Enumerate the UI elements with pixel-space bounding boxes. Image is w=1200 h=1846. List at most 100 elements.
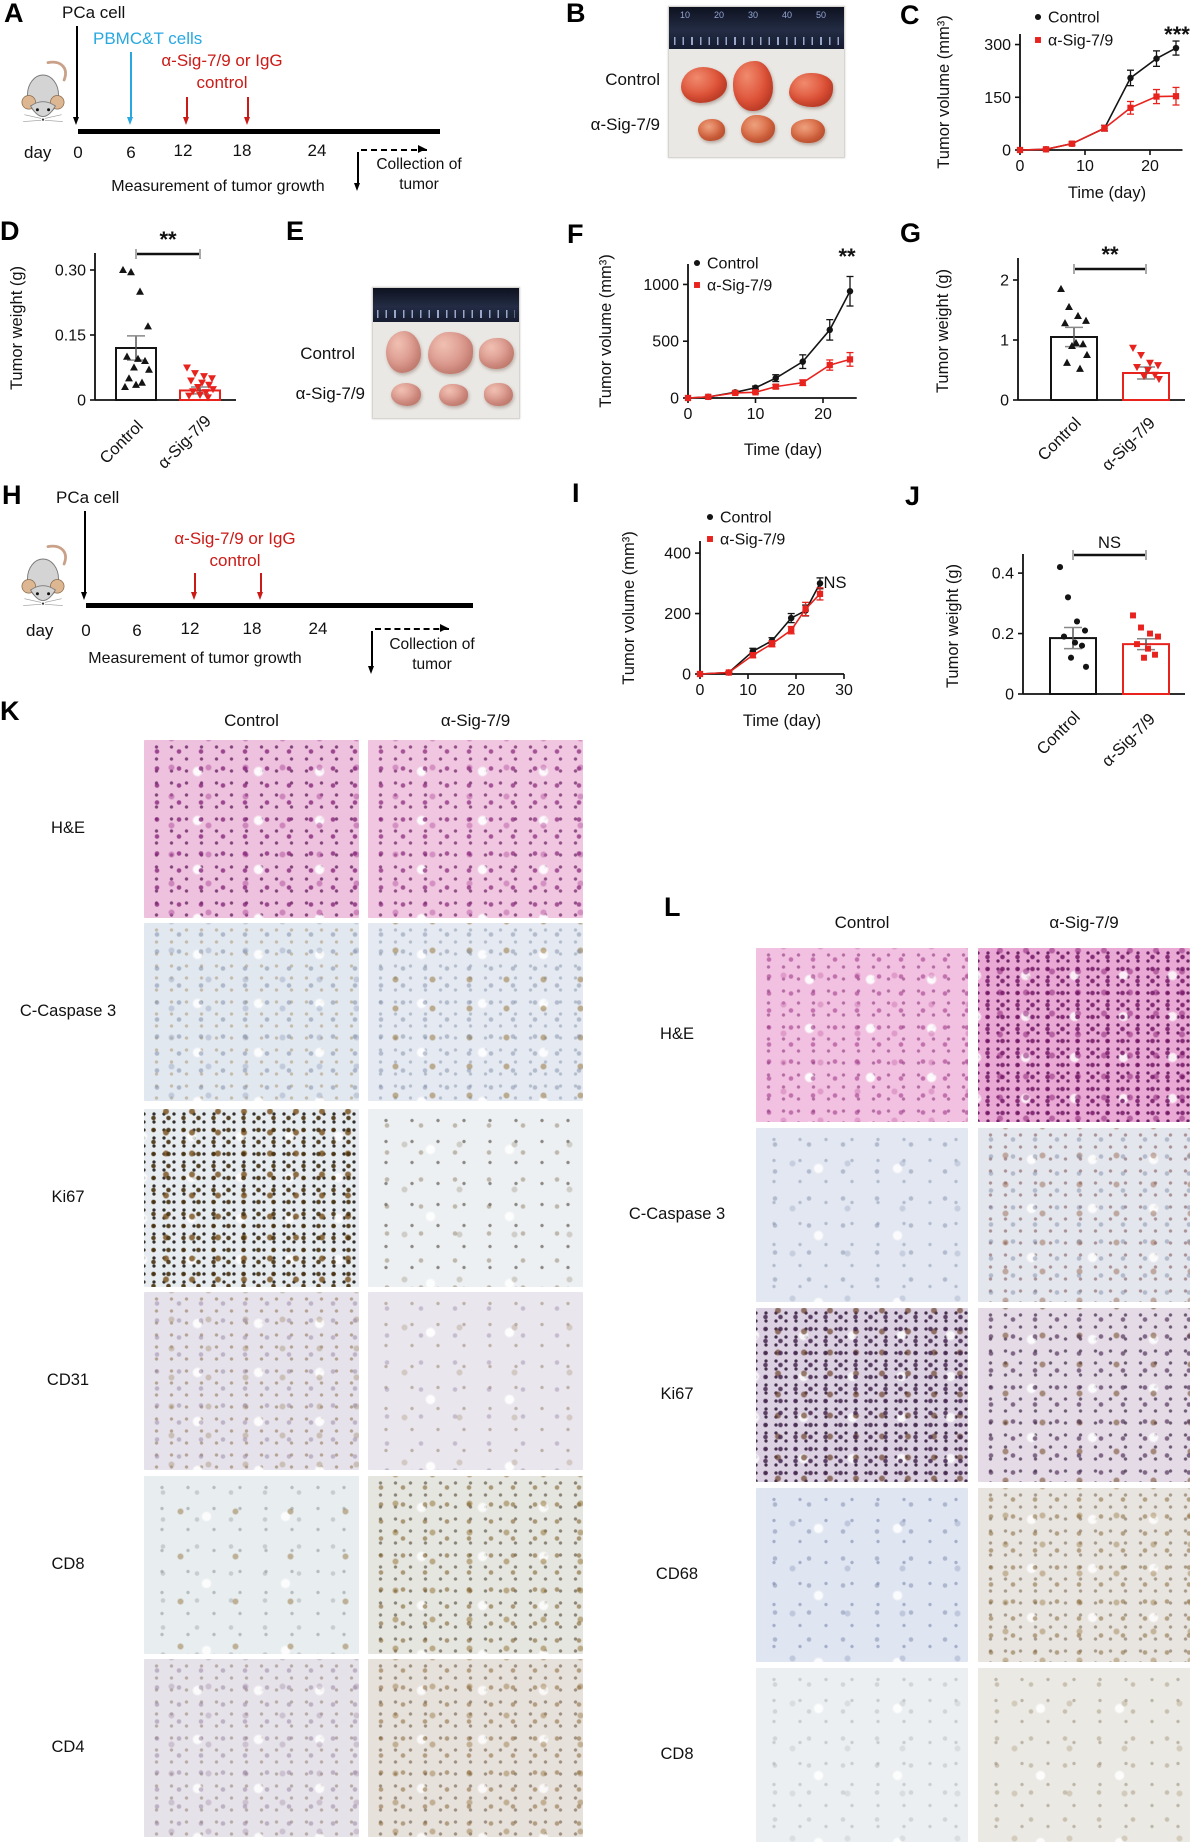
ruler-number: 30 <box>747 10 759 20</box>
tumor-specimen <box>698 119 725 141</box>
svg-text:NS: NS <box>824 574 847 592</box>
svg-text:Tumor volume (mm³): Tumor volume (mm³) <box>935 15 953 168</box>
ihc-row-label: H&E <box>51 819 85 837</box>
ruler <box>373 288 519 322</box>
chart-tumor-volume-nsg: 0 200 400 0 10 20 30 Time (day) Tumor volume (mm… <box>620 510 853 731</box>
timeline-bar <box>78 129 440 134</box>
svg-text:Time (day): Time (day) <box>1068 184 1146 202</box>
panel-letter-a: A <box>4 0 24 28</box>
svg-text:Tumor weight (g): Tumor weight (g) <box>934 269 952 393</box>
panel-letter-d: D <box>0 216 20 246</box>
collection-label: Collection of <box>376 156 462 173</box>
svg-text:300: 300 <box>984 37 1011 54</box>
svg-text:150: 150 <box>984 90 1011 107</box>
ihc-tile <box>978 948 1190 1122</box>
mouse-icon <box>20 544 67 607</box>
svg-text:Tumor volume (mm³): Tumor volume (mm³) <box>597 254 615 407</box>
panel-letter-j: J <box>905 481 921 511</box>
treatment-arrow-day18 <box>257 573 264 600</box>
ihc-tile <box>144 1292 359 1470</box>
svg-text:10: 10 <box>1076 158 1094 175</box>
panel-letter-g: G <box>900 218 922 248</box>
collection-dashed-arrow <box>361 145 427 154</box>
day-word: day <box>26 621 54 640</box>
svg-text:1000: 1000 <box>643 277 679 294</box>
tumor-photo-b: 10 20 30 40 50 <box>668 6 845 158</box>
ihc-row-label: CD68 <box>655 1565 699 1583</box>
treatment-arrow-day12 <box>183 97 190 125</box>
svg-text:Control: Control <box>1033 708 1083 758</box>
timeline-bar <box>86 603 473 608</box>
svg-text:α-Sig-7/9: α-Sig-7/9 <box>154 412 214 472</box>
day-tick: 12 <box>180 619 200 638</box>
ihc-tile <box>368 1109 583 1287</box>
svg-text:**: ** <box>159 227 177 252</box>
treatment-arrow-day18 <box>244 97 251 125</box>
chart-tumor-weight-xenograft: 0 1 2 Tumor weight (g) Control α-Sig-7/9 ** <box>934 242 1185 474</box>
tumor-specimen <box>733 61 773 111</box>
ihc-tile <box>978 1488 1190 1662</box>
measurement-label: Measurement of tumor growth <box>88 650 302 667</box>
svg-text:Time (day): Time (day) <box>744 441 822 459</box>
panel-letter-k: K <box>0 696 20 726</box>
ihc-tile <box>144 1109 359 1287</box>
pca-injection-arrow <box>73 26 80 125</box>
ruler-number: 10 <box>679 10 691 20</box>
tumor-specimen <box>789 73 833 107</box>
svg-text:20: 20 <box>787 682 805 699</box>
chart-tumor-weight-nsg: 0 0.2 0.4 Tumor weight (g) Control α-Sig-7/9 N… <box>944 534 1185 770</box>
svg-text:Control: Control <box>707 256 759 273</box>
panel-letter-i: I <box>572 478 581 508</box>
ihc-tile <box>368 1292 583 1470</box>
svg-text:2: 2 <box>1000 273 1009 290</box>
svg-text:**: ** <box>1101 242 1119 267</box>
chart-tumor-volume-humanized: 0 150 300 0 10 20 Time (day) Tumor volume (mm³)… <box>935 10 1190 203</box>
svg-text:0.15: 0.15 <box>55 328 86 345</box>
svg-text:0.2: 0.2 <box>992 626 1014 643</box>
ihc-column-header: α-Sig-7/9 <box>1049 913 1119 932</box>
pbmc-injection-arrow <box>127 52 134 125</box>
svg-text:0: 0 <box>1002 143 1011 160</box>
ruler-number: 20 <box>713 10 725 20</box>
collection-label-2: tumor <box>412 656 452 673</box>
svg-text:Control: Control <box>1048 10 1100 27</box>
tumor-specimen <box>741 115 775 143</box>
treatment-label-2: control <box>196 73 248 92</box>
svg-text:Time (day): Time (day) <box>743 712 821 730</box>
svg-text:0: 0 <box>682 667 691 684</box>
ihc-row-label: CD4 <box>51 1738 85 1756</box>
ihc-row-label: CD31 <box>46 1371 90 1389</box>
treatment-arrow-day12 <box>191 573 198 600</box>
pca-cell-label: PCa cell <box>62 3 126 22</box>
svg-text:0.4: 0.4 <box>992 566 1014 583</box>
day-tick: 6 <box>132 621 142 640</box>
collection-down-arrow <box>354 152 361 191</box>
ruler-number: 50 <box>815 10 827 20</box>
ihc-tile <box>756 1128 968 1302</box>
ihc-column-header: Control <box>224 711 279 730</box>
svg-text:1: 1 <box>1000 333 1009 350</box>
ihc-column-header: α-Sig-7/9 <box>440 711 511 730</box>
treatment-label: α-Sig-7/9 or IgG <box>174 529 296 548</box>
treatment-label: α-Sig-7/9 or IgG <box>161 51 283 70</box>
ihc-tile <box>756 1308 968 1482</box>
ihc-row-label: Ki67 <box>51 1188 85 1206</box>
chart-tumor-volume-xenograft: 0 500 1000 0 10 20 Time (day) Tumor volume (mm³… <box>597 244 857 459</box>
tumor-specimen <box>391 383 421 406</box>
ihc-column-header: Control <box>834 913 890 932</box>
svg-text:Tumor weight (g): Tumor weight (g) <box>944 564 962 688</box>
chart-tumor-weight-humanized: 0 0.15 0.30 Tumor weight (g) Control α-Sig-7/… <box>8 227 236 472</box>
ihc-tile <box>368 1659 583 1837</box>
svg-text:Control: Control <box>1034 414 1084 464</box>
svg-text:10: 10 <box>747 406 765 423</box>
svg-text:30: 30 <box>835 682 853 699</box>
svg-text:0: 0 <box>1000 393 1009 410</box>
svg-text:Tumor weight (g): Tumor weight (g) <box>8 266 26 390</box>
svg-text:α-Sig-7/9: α-Sig-7/9 <box>1098 414 1158 474</box>
tumor-specimen <box>479 338 514 369</box>
ruler: 10 20 30 40 50 <box>669 7 844 49</box>
collection-label: Collection of <box>389 636 475 653</box>
ihc-tile <box>978 1668 1190 1842</box>
pca-cell-label: PCa cell <box>56 488 120 507</box>
